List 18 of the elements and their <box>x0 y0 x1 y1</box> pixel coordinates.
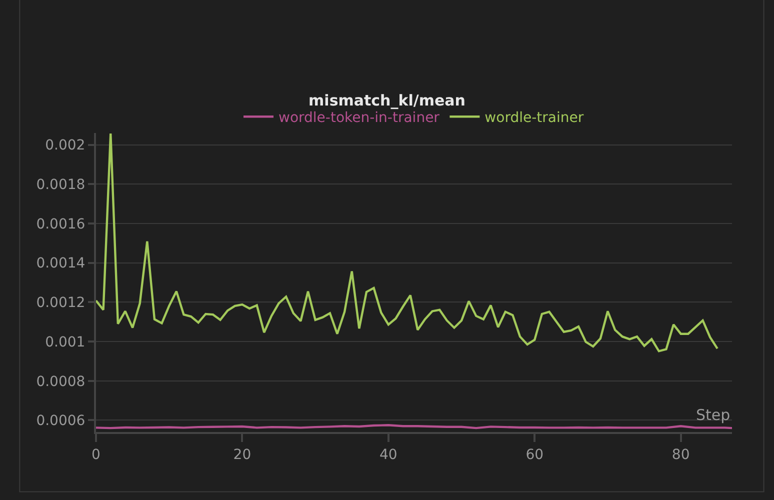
x-tick-label: 0 <box>92 446 100 463</box>
y-tick-label: 0.0008 <box>36 374 86 390</box>
y-tick-label: 0.0014 <box>36 256 86 272</box>
x-tick-label: 80 <box>672 446 690 463</box>
y-tick-label: 0.0006 <box>36 413 86 430</box>
legend-label: wordle-trainer <box>484 110 584 126</box>
x-axis-title: Step <box>696 406 730 424</box>
y-tick-label: 0.0016 <box>36 216 86 232</box>
y-tick-label: 0.001 <box>45 334 86 350</box>
line-series <box>96 133 718 352</box>
chart-title: mismatch_kl/mean <box>308 91 466 110</box>
x-tick-label: 40 <box>379 446 398 463</box>
x-tick-label: 20 <box>233 446 252 463</box>
y-tick-label: 0.002 <box>45 138 86 154</box>
legend-label: wordle-token-in-trainer <box>278 110 440 126</box>
x-tick-label: 60 <box>526 446 544 463</box>
y-tick-label: 0.0018 <box>36 177 86 194</box>
y-tick-label: 0.0012 <box>36 295 86 312</box>
